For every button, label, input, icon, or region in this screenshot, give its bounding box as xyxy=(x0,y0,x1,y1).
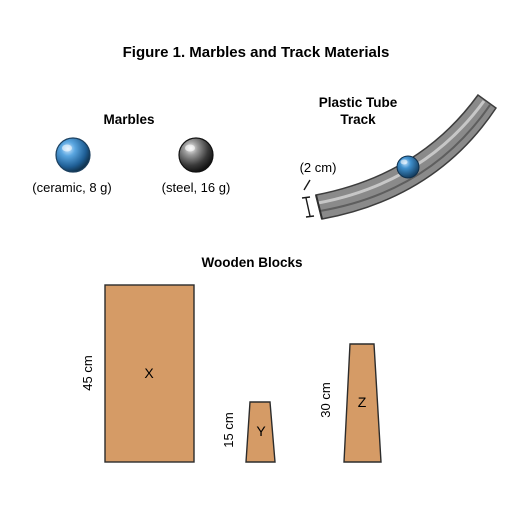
block-y xyxy=(245,401,276,463)
ceramic-marble-label: (ceramic, 8 g) xyxy=(32,180,111,195)
steel-marble-label: (steel, 16 g) xyxy=(162,180,231,195)
block-z-letter: Z xyxy=(358,394,367,410)
block-x-letter: X xyxy=(144,365,154,381)
block-y-letter: Y xyxy=(256,423,266,439)
track-diameter-indicator xyxy=(301,179,315,218)
figure-title: Figure 1. Marbles and Track Materials xyxy=(123,44,390,61)
marbles-heading: Marbles xyxy=(103,112,154,127)
block-z-height-label: 30 cm xyxy=(318,382,333,417)
block-y-height-label: 15 cm xyxy=(221,412,236,447)
block-x xyxy=(104,284,195,463)
block-x-height-label: 45 cm xyxy=(80,355,95,390)
steel-marble xyxy=(178,137,214,173)
track-marble xyxy=(396,155,420,179)
track-heading-line2: Track xyxy=(340,112,376,127)
track-heading-line1: Plastic Tube xyxy=(319,95,398,110)
ceramic-marble xyxy=(55,137,91,173)
blocks-heading: Wooden Blocks xyxy=(201,255,302,270)
block-z xyxy=(343,343,382,463)
track-diameter-label: (2 cm) xyxy=(300,160,337,175)
